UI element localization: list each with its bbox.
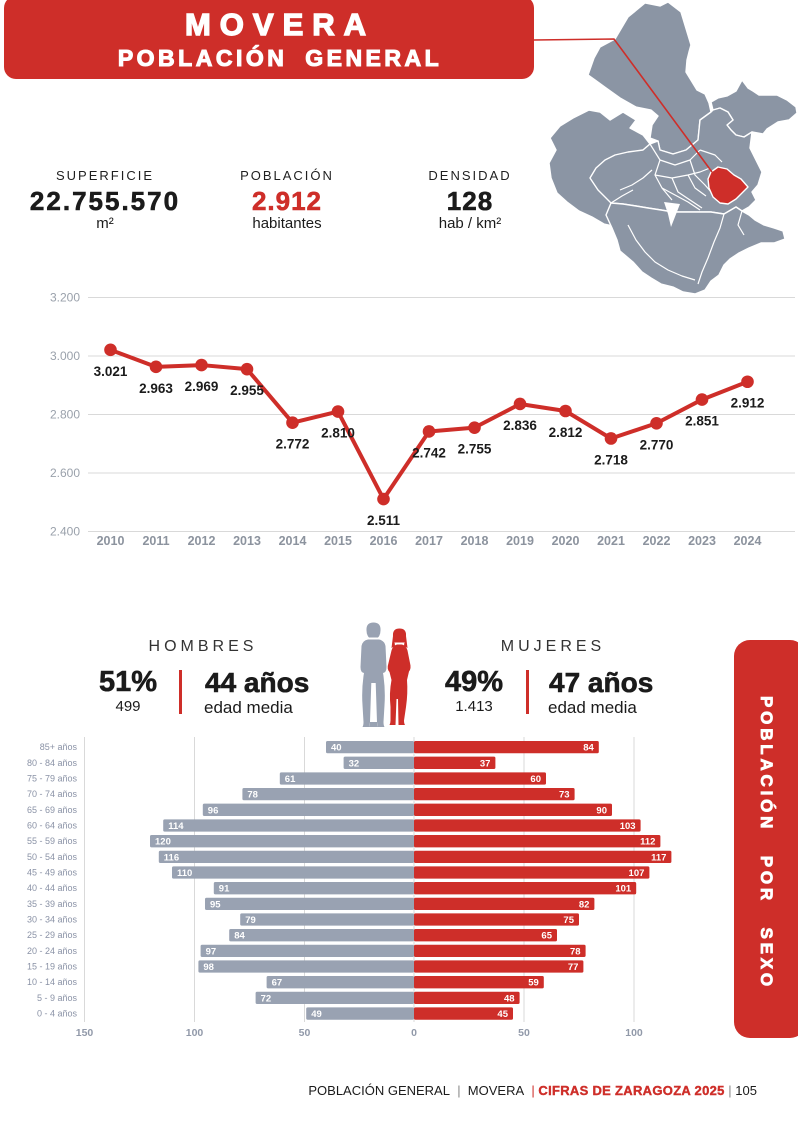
svg-text:2023: 2023 [688, 534, 716, 548]
svg-text:2.772: 2.772 [276, 437, 310, 452]
svg-text:100: 100 [625, 1027, 643, 1039]
svg-text:50: 50 [299, 1027, 311, 1039]
svg-text:55 - 59 años: 55 - 59 años [27, 836, 78, 846]
svg-text:2019: 2019 [506, 534, 534, 548]
svg-text:150: 150 [76, 1027, 94, 1039]
svg-text:2012: 2012 [188, 534, 216, 548]
svg-text:96: 96 [208, 805, 219, 816]
svg-text:35 - 39 años: 35 - 39 años [27, 899, 78, 909]
svg-text:15 - 19 años: 15 - 19 años [27, 962, 78, 972]
svg-text:32: 32 [349, 758, 360, 769]
svg-text:114: 114 [168, 821, 184, 832]
svg-text:40: 40 [331, 743, 342, 754]
svg-text:40 - 44 años: 40 - 44 años [27, 883, 78, 893]
svg-text:60: 60 [530, 774, 541, 785]
svg-text:82: 82 [579, 899, 590, 910]
svg-text:2.851: 2.851 [685, 414, 719, 429]
svg-text:2021: 2021 [597, 534, 625, 548]
svg-text:2.810: 2.810 [321, 426, 355, 441]
svg-text:50: 50 [518, 1027, 530, 1039]
svg-text:2011: 2011 [142, 534, 169, 548]
svg-text:2018: 2018 [461, 534, 489, 548]
svg-text:2.600: 2.600 [50, 466, 80, 480]
svg-text:70 - 74 años: 70 - 74 años [27, 789, 78, 799]
svg-text:98: 98 [203, 962, 214, 973]
svg-text:3.021: 3.021 [94, 364, 128, 379]
svg-text:2017: 2017 [415, 534, 443, 548]
svg-text:25 - 29 años: 25 - 29 años [27, 930, 78, 940]
svg-text:45: 45 [497, 1009, 508, 1020]
svg-text:85+ años: 85+ años [40, 742, 78, 752]
svg-text:2.955: 2.955 [230, 383, 264, 398]
svg-text:3.200: 3.200 [50, 291, 80, 305]
svg-text:90: 90 [596, 805, 607, 816]
svg-text:2.800: 2.800 [50, 408, 80, 422]
svg-text:84: 84 [234, 931, 245, 942]
svg-text:37: 37 [480, 758, 491, 769]
svg-text:2.400: 2.400 [50, 525, 80, 539]
svg-text:101: 101 [615, 884, 632, 895]
svg-text:2024: 2024 [734, 534, 762, 548]
svg-text:65: 65 [541, 931, 552, 942]
svg-text:107: 107 [629, 868, 645, 879]
svg-text:61: 61 [285, 774, 296, 785]
svg-text:78: 78 [570, 946, 581, 957]
svg-text:0: 0 [411, 1027, 417, 1039]
svg-text:10 - 14 años: 10 - 14 años [27, 977, 78, 987]
svg-text:49: 49 [311, 1009, 322, 1020]
svg-text:20 - 24 años: 20 - 24 años [27, 946, 78, 956]
svg-text:73: 73 [559, 790, 570, 801]
svg-text:2.912: 2.912 [731, 396, 765, 411]
svg-text:91: 91 [219, 884, 230, 895]
svg-text:95: 95 [210, 899, 221, 910]
svg-text:2020: 2020 [552, 534, 580, 548]
svg-text:100: 100 [186, 1027, 204, 1039]
svg-text:2.742: 2.742 [412, 445, 446, 460]
svg-text:116: 116 [164, 852, 179, 863]
svg-text:75: 75 [563, 915, 574, 926]
svg-text:79: 79 [245, 915, 256, 926]
svg-text:78: 78 [247, 790, 258, 801]
svg-text:2013: 2013 [233, 534, 261, 548]
svg-text:2.812: 2.812 [549, 425, 583, 440]
svg-text:45 - 49 años: 45 - 49 años [27, 868, 78, 878]
svg-text:65 - 69 años: 65 - 69 años [27, 805, 78, 815]
svg-text:2010: 2010 [97, 534, 125, 548]
svg-text:30 - 34 años: 30 - 34 años [27, 915, 78, 925]
svg-text:103: 103 [620, 821, 636, 832]
svg-text:60 - 64 años: 60 - 64 años [27, 821, 78, 831]
svg-text:3.000: 3.000 [50, 349, 80, 363]
svg-text:84: 84 [583, 743, 594, 754]
svg-text:97: 97 [206, 946, 217, 957]
svg-text:72: 72 [261, 993, 272, 1004]
svg-text:77: 77 [568, 962, 579, 973]
svg-text:2016: 2016 [370, 534, 398, 548]
svg-text:2.836: 2.836 [503, 418, 537, 433]
svg-text:120: 120 [155, 837, 171, 848]
svg-text:59: 59 [528, 978, 539, 989]
svg-text:2.718: 2.718 [594, 452, 628, 467]
svg-text:110: 110 [177, 868, 192, 879]
svg-text:2.770: 2.770 [640, 437, 674, 452]
svg-text:2.755: 2.755 [458, 442, 492, 457]
svg-text:5 - 9 años: 5 - 9 años [37, 993, 78, 1003]
svg-text:2015: 2015 [324, 534, 352, 548]
svg-text:112: 112 [640, 837, 655, 848]
svg-text:117: 117 [651, 852, 666, 863]
svg-text:75 - 79 años: 75 - 79 años [27, 773, 78, 783]
svg-text:2.969: 2.969 [185, 379, 219, 394]
svg-text:67: 67 [272, 978, 283, 989]
svg-text:2.511: 2.511 [367, 513, 401, 528]
svg-text:48: 48 [504, 993, 515, 1004]
svg-text:2022: 2022 [643, 534, 671, 548]
svg-text:2014: 2014 [279, 534, 307, 548]
svg-text:0 - 4 años: 0 - 4 años [37, 1009, 78, 1019]
svg-text:50 - 54 años: 50 - 54 años [27, 852, 78, 862]
svg-text:80 - 84 años: 80 - 84 años [27, 758, 78, 768]
svg-text:2.963: 2.963 [139, 381, 173, 396]
